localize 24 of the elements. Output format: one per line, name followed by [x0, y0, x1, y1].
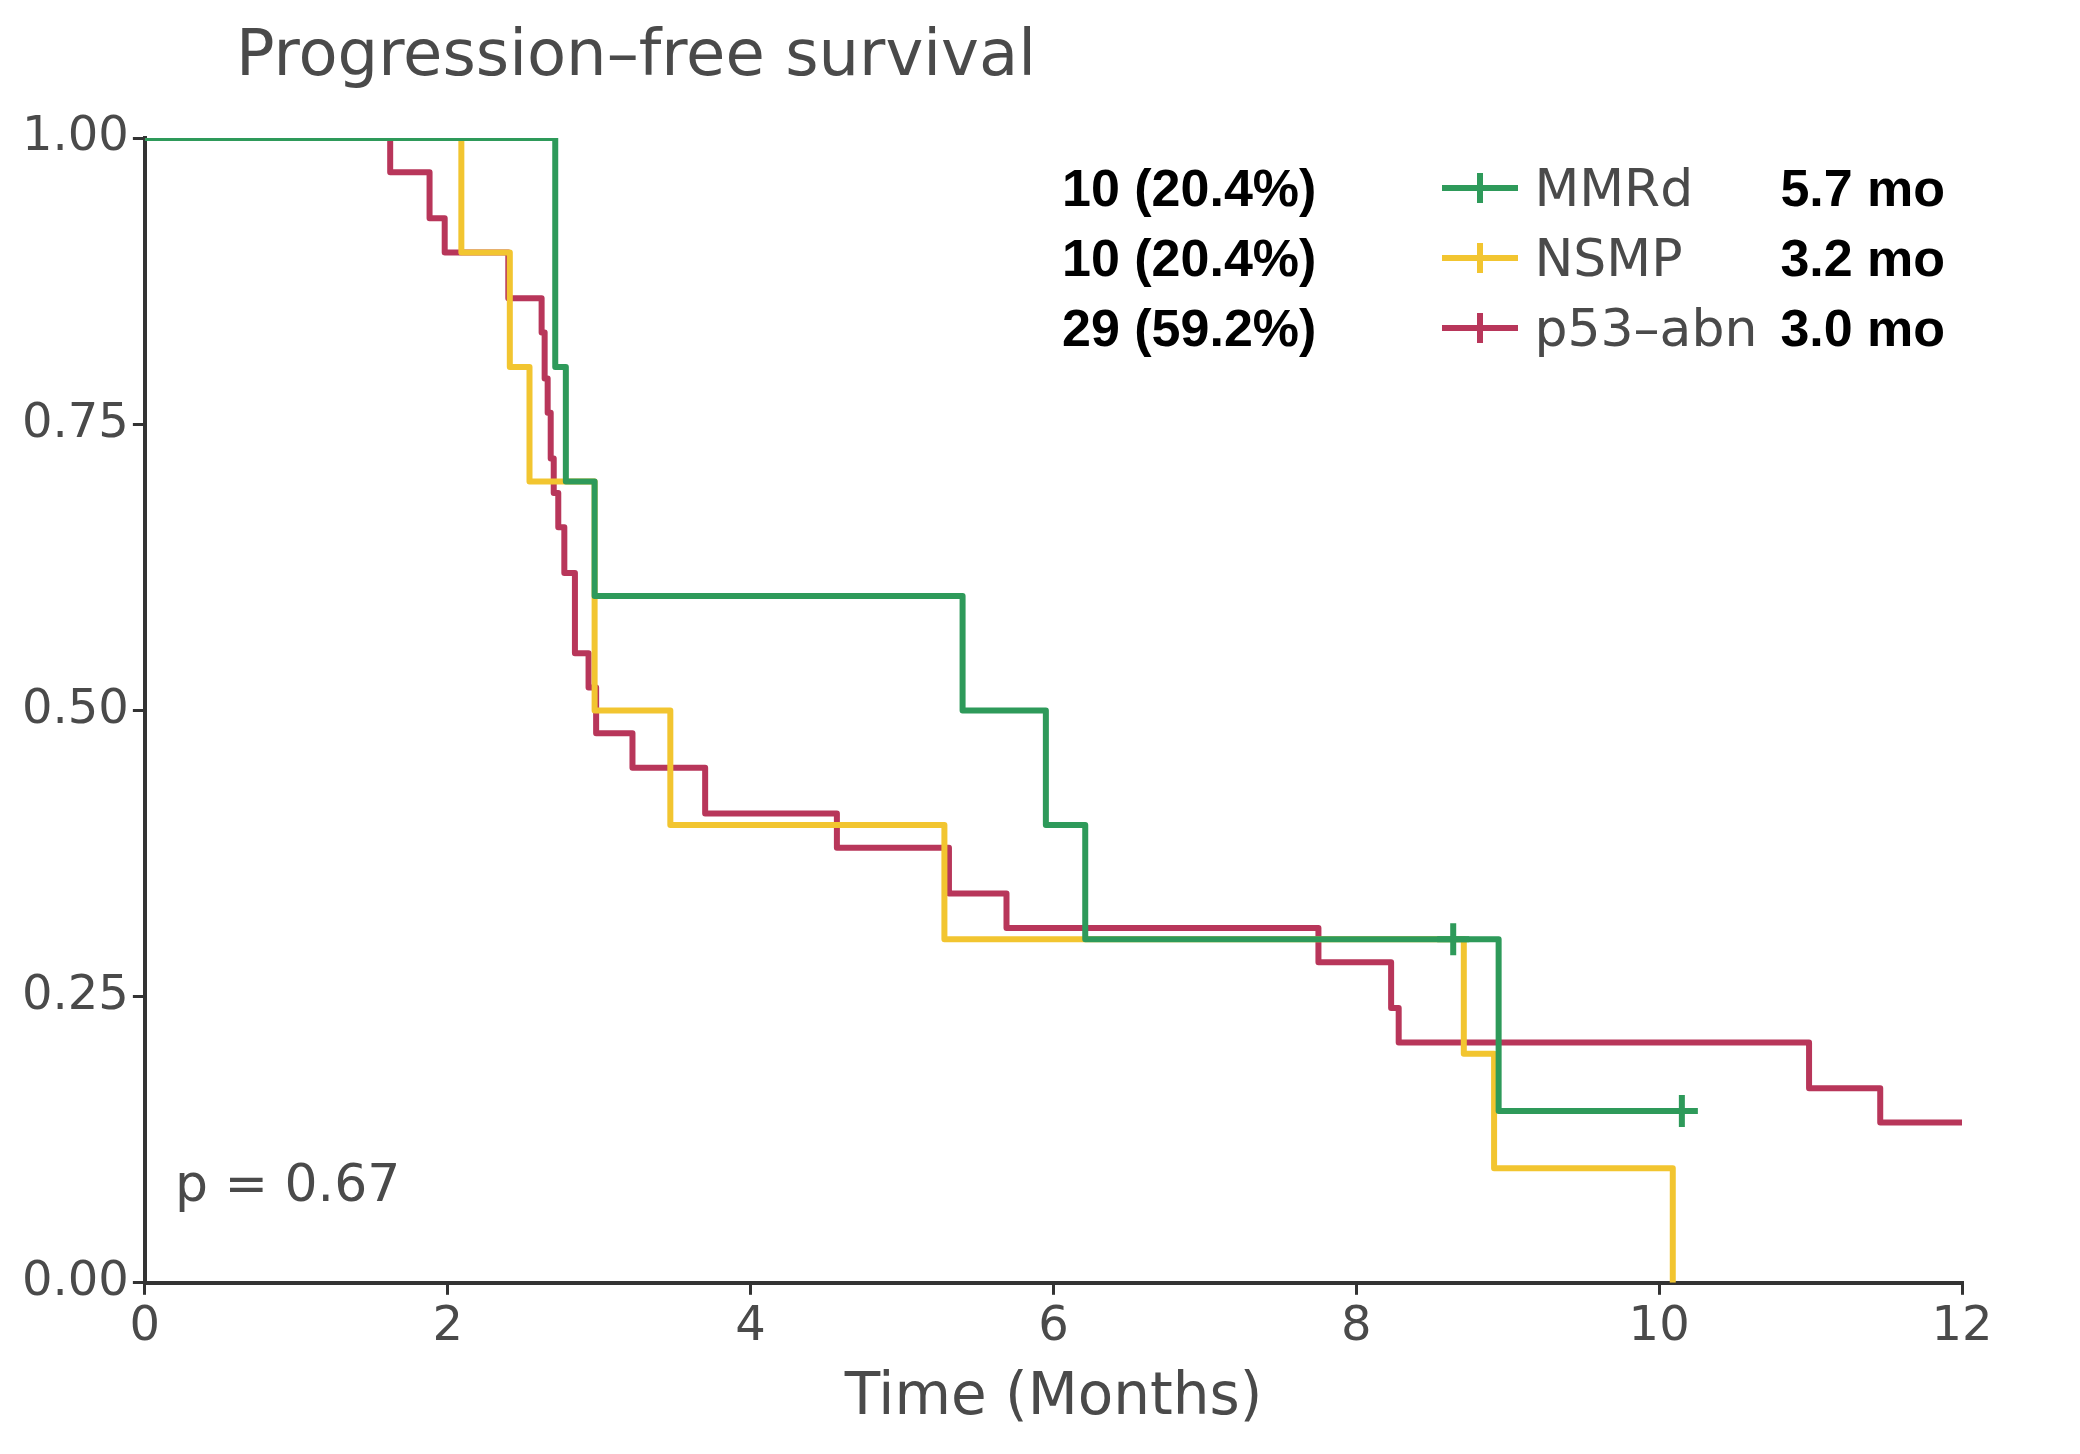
- annotation: 3.2 mo: [1780, 228, 1946, 288]
- annotation: p = 0.67: [174, 1152, 401, 1213]
- x-tick-label: 8: [1341, 1295, 1372, 1352]
- annotation: 3.0 mo: [1780, 298, 1946, 358]
- annotation: 10 (20.4%): [1062, 228, 1317, 288]
- x-tick-label: 2: [432, 1295, 463, 1352]
- x-tick-label: 12: [1931, 1295, 1993, 1352]
- x-tick-label: 0: [129, 1295, 161, 1352]
- annotation: 5.7 mo: [1780, 158, 1946, 218]
- y-tick-label: 1.00: [22, 105, 129, 162]
- x-tick-label: 6: [1038, 1295, 1069, 1352]
- annotation: 29 (59.2%): [1062, 298, 1317, 358]
- x-tick-label: 10: [1628, 1295, 1690, 1352]
- x-axis-title: Time (Months): [843, 1360, 1263, 1429]
- annotation: 10 (20.4%): [1062, 158, 1317, 218]
- x-tick-label: 4: [735, 1295, 766, 1352]
- legend-label: p53–abn: [1534, 298, 1759, 358]
- y-tick-label: 0.75: [22, 391, 129, 448]
- y-tick-label: 0.50: [22, 677, 129, 734]
- y-tick-label: 0.00: [22, 1250, 129, 1307]
- legend-label: NSMP: [1534, 228, 1684, 288]
- y-tick-label: 0.25: [22, 964, 129, 1021]
- chart-title: Progression–free survival: [236, 16, 1036, 90]
- legend-label: MMRd: [1534, 158, 1695, 218]
